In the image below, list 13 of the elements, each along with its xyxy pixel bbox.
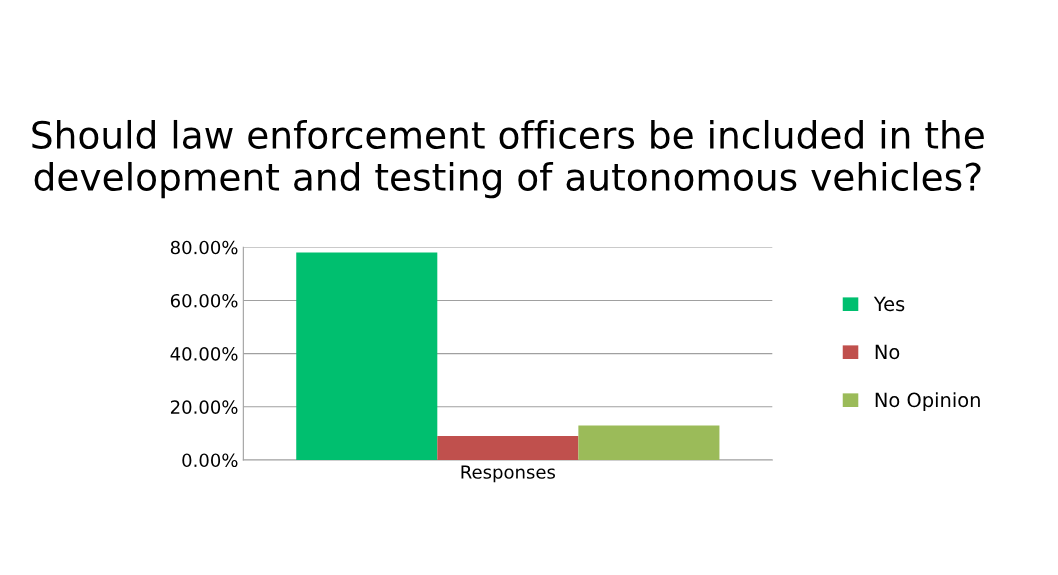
bar — [437, 436, 579, 460]
bar — [578, 425, 720, 460]
chart-title: Should law enforcement officers be included in the development and testing of autonomous vehicles? — [32, 119, 984, 199]
bar — [296, 252, 438, 460]
y-tick-label: 80.00% — [170, 240, 238, 255]
legend-label: No Opinion — [875, 392, 980, 412]
y-tick-label: 0.00% — [182, 453, 238, 468]
legend-label: Yes — [873, 296, 905, 312]
y-tick-label: 20.00% — [170, 400, 238, 414]
legend-label: No — [875, 344, 900, 360]
y-tick-label: 60.00% — [170, 293, 238, 308]
y-tick-label: 40.00% — [170, 347, 238, 361]
x-tick-label: Responses — [461, 465, 556, 483]
